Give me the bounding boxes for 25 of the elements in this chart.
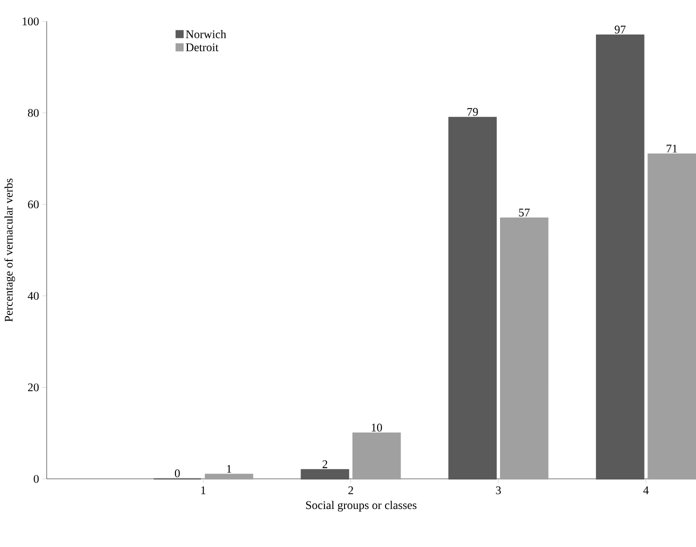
y-axis-title: Percentage of vernacular verbs (4, 178, 16, 322)
data-label: 1 (227, 464, 232, 473)
bar (300, 469, 350, 480)
bar (596, 34, 644, 480)
y-tick-label: 40 (28, 292, 39, 300)
data-label: 71 (666, 144, 677, 152)
x-tick-label: 4 (643, 486, 649, 494)
x-tick-label: 3 (496, 486, 501, 494)
data-label: 10 (372, 424, 382, 432)
y-tick-label: 100 (22, 17, 39, 26)
x-axis-title: Social groups or classes (306, 500, 416, 512)
y-tick-label: 80 (28, 108, 39, 117)
data-label: 57 (519, 208, 530, 216)
data-label: 97 (614, 26, 626, 34)
x-tick-label: 2 (348, 486, 354, 494)
legend-label: Norwich (186, 30, 226, 38)
data-label: 79 (467, 108, 478, 116)
data-label: 2 (322, 460, 328, 468)
y-tick-label: 20 (28, 383, 39, 392)
x-tick-label: 1 (201, 486, 206, 494)
bar (448, 116, 497, 480)
y-tick-label: 0 (34, 474, 39, 483)
legend-label: Detroit (186, 43, 218, 52)
y-tick-label: 60 (28, 200, 39, 208)
data-label: 0 (174, 469, 180, 478)
